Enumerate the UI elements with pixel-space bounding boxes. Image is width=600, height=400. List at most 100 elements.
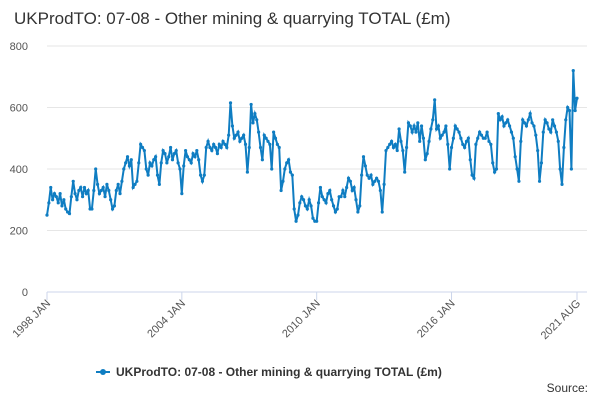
data-point [541, 130, 545, 134]
data-point [206, 139, 210, 143]
data-point [376, 179, 381, 183]
data-point [549, 130, 553, 134]
data-point [225, 145, 229, 150]
data-point [129, 158, 133, 162]
data-point [277, 145, 281, 150]
data-point [367, 176, 371, 180]
data-point [479, 133, 484, 137]
data-point [114, 188, 118, 193]
data-point [448, 167, 452, 171]
data-point [511, 136, 515, 140]
data-point [67, 211, 72, 216]
data-point [155, 173, 160, 177]
data-point [406, 121, 411, 125]
data-point [436, 124, 441, 128]
data-point [537, 179, 542, 183]
data-point [135, 179, 139, 183]
data-point [466, 136, 470, 140]
data-point [485, 130, 489, 134]
data-point [275, 142, 279, 146]
data-point [154, 155, 158, 159]
data-point [358, 204, 362, 208]
data-point [51, 198, 55, 202]
data-point [386, 145, 390, 150]
data-point [388, 142, 392, 146]
data-point [288, 170, 293, 174]
data-point [444, 124, 448, 128]
data-point [103, 195, 107, 199]
data-point [459, 136, 463, 140]
data-point [566, 105, 570, 110]
data-point [49, 185, 53, 190]
data-point [92, 188, 96, 193]
data-point [116, 182, 120, 186]
data-point [191, 152, 195, 156]
data-point [187, 158, 191, 162]
data-point [107, 188, 111, 193]
data-point [99, 188, 103, 193]
data-point [373, 179, 377, 183]
data-point [112, 204, 117, 208]
data-point [52, 192, 57, 196]
chart-title: UKProdTO: 07-08 - Other mining & quarryi… [14, 9, 451, 28]
data-point [395, 148, 399, 153]
data-point [560, 182, 564, 186]
data-point [56, 201, 60, 205]
data-point [176, 161, 180, 165]
data-point [509, 130, 514, 134]
data-point [478, 130, 482, 134]
data-point [172, 152, 176, 156]
data-point [210, 148, 214, 153]
data-point [324, 201, 328, 205]
data-point [504, 121, 508, 125]
data-point [564, 118, 568, 122]
data-point [296, 213, 300, 217]
data-point [365, 173, 369, 177]
data-point [217, 142, 221, 146]
data-point [200, 179, 205, 183]
data-point [491, 161, 495, 165]
data-point [189, 161, 193, 165]
data-point [170, 158, 175, 162]
data-point [124, 161, 128, 165]
data-point [139, 142, 143, 146]
data-point [230, 124, 235, 128]
data-point [442, 130, 446, 134]
data-point [391, 145, 396, 150]
data-point [47, 201, 51, 205]
data-point [507, 124, 512, 128]
data-point [399, 139, 403, 143]
data-point [573, 108, 577, 113]
data-point [515, 167, 519, 171]
x-tick-label: 2016 JAN [415, 298, 458, 341]
data-point [294, 219, 298, 223]
data-point [397, 127, 401, 131]
data-point [326, 192, 330, 196]
data-point [476, 136, 480, 140]
data-point [416, 121, 420, 125]
data-point [318, 185, 323, 190]
data-point [575, 96, 579, 100]
data-point [150, 164, 154, 168]
data-point [496, 112, 500, 116]
data-point [122, 167, 126, 171]
data-point [249, 102, 253, 107]
data-point [382, 182, 386, 186]
data-point [360, 173, 364, 177]
data-point [315, 219, 319, 223]
data-point [429, 127, 433, 131]
data-point [345, 185, 349, 190]
data-point [219, 145, 223, 150]
data-point [322, 198, 326, 202]
data-point [148, 161, 152, 165]
x-tick-label: 2004 JAN [145, 298, 188, 341]
legend-marker [100, 369, 106, 375]
data-point [255, 118, 259, 122]
data-point [404, 145, 409, 150]
data-point [438, 136, 442, 140]
data-point [431, 118, 435, 122]
data-point [361, 155, 366, 159]
data-point [286, 158, 291, 162]
data-point [543, 118, 547, 122]
